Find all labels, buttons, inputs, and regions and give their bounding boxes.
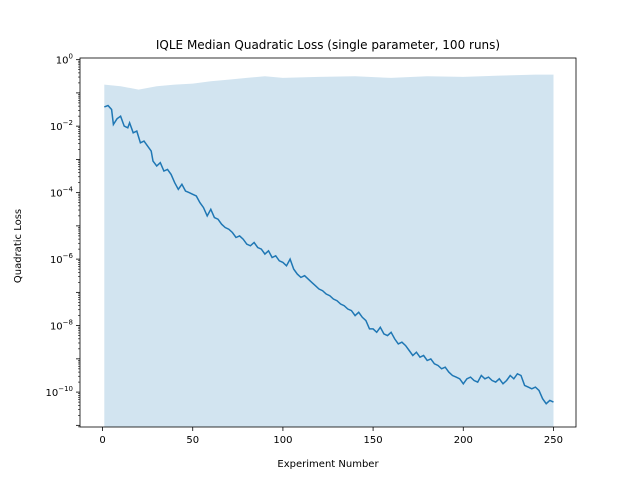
x-tick-label: 150 [364, 435, 383, 446]
axes-frame [79, 57, 577, 428]
y-tick-label: 10−6 [50, 252, 74, 266]
interquartile-band [104, 74, 554, 427]
x-tick-label: 250 [544, 435, 563, 446]
chart-title: IQLE Median Quadratic Loss (single param… [156, 38, 500, 52]
y-tick-label: 10−2 [50, 119, 73, 133]
median-line [104, 104, 554, 405]
y-axis: 10−10 10−8 10−6 10−4 10−2 100 [45, 53, 80, 428]
y-tick-label: 10−10 [45, 385, 73, 399]
x-axis: 0 50 100 150 200 250 [99, 427, 563, 446]
x-tick-label: 100 [273, 435, 292, 446]
x-tick-label: 0 [99, 435, 105, 446]
x-tick-label: 50 [186, 435, 199, 446]
y-axis-title: Quadratic Loss [13, 209, 24, 283]
x-tick-label: 200 [454, 435, 473, 446]
y-tick-label: 10−4 [50, 186, 74, 200]
y-tick-label: 100 [56, 53, 73, 67]
plot-area [104, 74, 554, 427]
x-axis-title: Experiment Number [277, 459, 379, 470]
y-tick-label: 10−8 [50, 319, 73, 333]
